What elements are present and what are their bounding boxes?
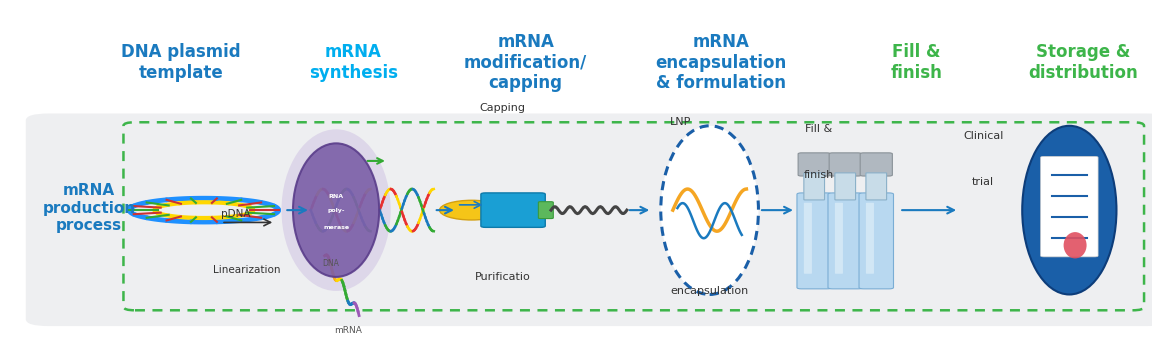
FancyBboxPatch shape <box>481 193 546 227</box>
FancyBboxPatch shape <box>798 153 830 176</box>
Text: Linearization: Linearization <box>213 265 280 275</box>
Text: mRNA
modification/
capping: mRNA modification/ capping <box>464 33 587 92</box>
Text: mRNA: mRNA <box>334 326 362 335</box>
Text: poly-: poly- <box>327 208 344 213</box>
Text: pDNA: pDNA <box>221 208 251 218</box>
Text: DNA: DNA <box>321 259 339 268</box>
Text: Purificatio: Purificatio <box>475 272 531 282</box>
Text: Capping: Capping <box>480 103 526 113</box>
FancyBboxPatch shape <box>866 203 874 274</box>
Ellipse shape <box>282 129 391 291</box>
FancyBboxPatch shape <box>835 203 843 274</box>
FancyBboxPatch shape <box>866 173 887 200</box>
Text: LNP: LNP <box>670 117 691 127</box>
Ellipse shape <box>292 144 379 277</box>
Text: Fill &
finish: Fill & finish <box>890 43 942 82</box>
Text: mRNA
synthesis: mRNA synthesis <box>309 43 398 82</box>
FancyBboxPatch shape <box>803 173 824 200</box>
FancyBboxPatch shape <box>835 173 855 200</box>
Text: Storage &
distribution: Storage & distribution <box>1029 43 1138 82</box>
FancyBboxPatch shape <box>829 153 861 176</box>
Text: mRNA
production
process: mRNA production process <box>43 183 135 233</box>
FancyBboxPatch shape <box>803 203 812 274</box>
Text: finish: finish <box>803 170 833 180</box>
FancyBboxPatch shape <box>796 193 831 289</box>
FancyBboxPatch shape <box>25 114 1156 326</box>
FancyBboxPatch shape <box>859 193 894 289</box>
Text: merase: merase <box>323 225 349 230</box>
FancyBboxPatch shape <box>860 153 892 176</box>
Text: Fill &: Fill & <box>806 124 832 134</box>
FancyBboxPatch shape <box>828 193 862 289</box>
Text: encapsulation: encapsulation <box>670 286 749 296</box>
Circle shape <box>439 200 504 220</box>
Ellipse shape <box>1022 126 1117 295</box>
Text: DNA plasmid
template: DNA plasmid template <box>121 43 240 82</box>
Ellipse shape <box>1064 232 1087 258</box>
Ellipse shape <box>661 126 758 295</box>
FancyBboxPatch shape <box>1040 156 1098 257</box>
Text: RNA: RNA <box>328 193 343 198</box>
Text: mRNA
encapsulation
& formulation: mRNA encapsulation & formulation <box>655 33 787 92</box>
Text: trial: trial <box>972 177 994 187</box>
FancyBboxPatch shape <box>539 202 554 218</box>
Text: Clinical: Clinical <box>963 131 1003 141</box>
